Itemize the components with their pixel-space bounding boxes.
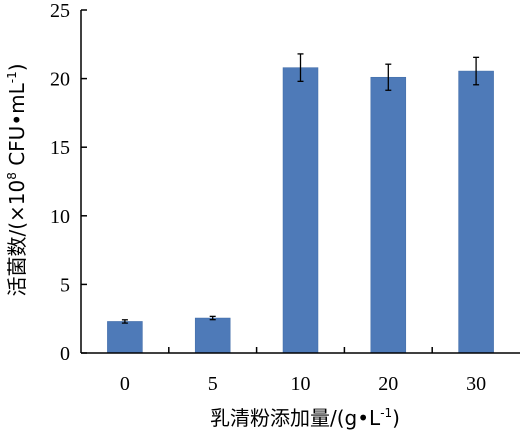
bar-30	[458, 70, 494, 354]
bar-5	[194, 317, 231, 354]
x-tick-label: 10	[291, 373, 311, 395]
x-tick-label: 5	[208, 373, 218, 395]
y-axis: 0 5 10 15 20 25	[50, 0, 87, 365]
bar-20	[370, 76, 407, 354]
y-tick-label: 20	[50, 69, 70, 91]
x-tick-label: 30	[466, 373, 486, 395]
y-tick-label: 5	[60, 274, 70, 296]
y-tick-label: 10	[50, 206, 70, 228]
error-bar-5	[209, 315, 216, 321]
y-tick-label: 25	[50, 0, 70, 22]
x-axis: 0 5 10 20 30	[81, 347, 520, 395]
x-axis-label: 乳清粉添加量/(g•L-1)	[210, 406, 400, 430]
bar-10	[282, 67, 319, 354]
y-tick-label: 0	[60, 343, 70, 365]
bar-0	[107, 321, 143, 354]
error-bar-30	[473, 56, 480, 86]
x-tick-label: 20	[378, 373, 398, 395]
error-bar-20	[385, 63, 392, 91]
y-tick-label: 15	[50, 137, 70, 159]
plot-area	[107, 53, 494, 354]
error-bar-0	[121, 319, 128, 324]
y-axis-label: 活菌数/(×108 CFU•mL-1)	[5, 63, 29, 296]
error-bar-10	[297, 53, 304, 82]
x-tick-label: 0	[120, 373, 130, 395]
